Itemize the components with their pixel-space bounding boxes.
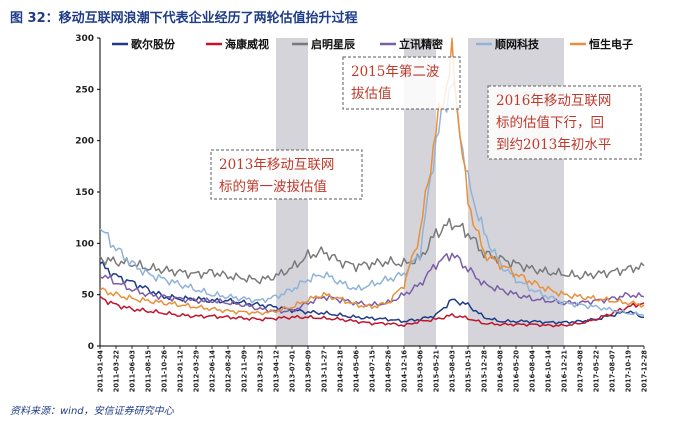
x-tick-label: 2016-08-04	[529, 350, 537, 393]
legend-label: 海康威视	[225, 37, 269, 51]
x-tick-label: 2014-12-16	[401, 350, 409, 393]
series-lines	[99, 37, 645, 328]
x-tick-label: 2015-08-03	[449, 350, 457, 393]
y-tick-label: 200	[75, 137, 94, 147]
legend-label: 顺网科技	[495, 37, 540, 51]
annotation-text: 2015年第二波	[351, 63, 440, 80]
series-line-6	[99, 37, 645, 316]
annotation-text: 标的估值下行，回	[496, 115, 604, 131]
x-tick-label: 2012-08-24	[225, 350, 233, 393]
series-line-3	[99, 217, 645, 285]
x-tick-label: 2012-06-14	[209, 350, 217, 393]
x-tick-label: 2012-01-12	[177, 350, 185, 393]
x-tick-label: 2017-03-08	[577, 350, 585, 393]
figure-title: 图 32：移动互联网浪潮下代表企业经历了两轮估值抬升过程	[10, 10, 358, 26]
legend-label: 立讯精密	[399, 37, 443, 51]
x-tick-label: 2013-01-23	[257, 350, 265, 393]
x-tick-label: 2014-07-15	[369, 350, 377, 393]
x-tick-label: 2016-05-20	[513, 350, 521, 393]
y-tick-label: 300	[75, 34, 94, 44]
x-tick-label: 2017-05-22	[593, 350, 601, 393]
legend-label: 歌尔股份	[131, 37, 176, 51]
annotation-text: 2016年移动互联网	[496, 93, 611, 109]
legend: 歌尔股份 海康威视 启明星辰 立讯精密 顺网科技 恒生电子	[112, 37, 633, 51]
x-tick-label: 2017-10-19	[625, 350, 633, 393]
series-line-5	[99, 80, 645, 316]
legend-label: 启明星辰	[311, 37, 356, 51]
series-line-2	[99, 295, 645, 328]
y-tick-label: 150	[75, 188, 94, 198]
annotation-text: 到约2013年初水平	[496, 136, 611, 153]
annotation-text: 标的第一波拔估值	[219, 178, 327, 195]
annotation-text: 拔估值	[351, 86, 392, 102]
annotation-box-1	[210, 149, 363, 200]
x-tick-label: 2011-03-22	[113, 350, 121, 393]
x-tick-label: 2013-07-01	[289, 350, 297, 393]
x-tick-label: 2015-05-21	[433, 350, 441, 393]
x-tick-label: 2012-03-29	[193, 350, 201, 393]
x-tick-label: 2016-03-08	[497, 350, 505, 393]
x-tick-label: 2015-03-06	[417, 350, 425, 393]
x-tick-label: 2013-11-27	[321, 350, 329, 393]
annotation-box-2	[342, 56, 461, 110]
source-note: 资料来源：wind，安信证券研究中心	[10, 405, 175, 417]
x-tick-label: 2016-10-14	[545, 350, 553, 393]
x-tick-label: 2017-12-28	[641, 350, 649, 393]
x-tick-label: 2011-08-15	[145, 350, 153, 393]
annotation-text: 2013年移动互联网	[219, 157, 334, 173]
y-tick-label: 0	[88, 342, 94, 352]
x-tick-label: 2014-05-06	[353, 350, 361, 393]
x-tick-label: 2015-12-28	[481, 350, 489, 393]
annotation-box-3	[487, 85, 642, 160]
legend-label: 恒生电子	[589, 37, 633, 51]
x-tick-label: 2017-08-07	[609, 350, 617, 393]
y-tick-label: 100	[75, 239, 94, 249]
y-tick-label: 250	[75, 85, 94, 95]
x-tick-label: 2011-06-03	[129, 350, 137, 393]
x-tick-label: 2011-10-26	[161, 350, 169, 393]
x-tick-label: 2013-09-09	[305, 350, 313, 393]
x-tick-label: 2011-01-04	[97, 350, 105, 393]
x-tick-label: 2012-11-09	[241, 350, 249, 393]
axes: 0 50 100 150 200 250 300 2011-01-04 2011-03-22 20…	[75, 34, 648, 392]
x-tick-label: 2013-04-12	[273, 350, 281, 393]
y-tick-label: 50	[81, 291, 94, 301]
x-tick-label: 2016-12-21	[561, 350, 569, 393]
series-line-4	[99, 252, 645, 314]
x-tick-label: 2014-09-26	[385, 350, 393, 393]
shaded-period-3	[468, 38, 564, 346]
x-tick-label: 2015-10-15	[465, 350, 473, 393]
series-line-1	[99, 261, 645, 325]
x-tick-label: 2014-02-18	[337, 350, 345, 393]
